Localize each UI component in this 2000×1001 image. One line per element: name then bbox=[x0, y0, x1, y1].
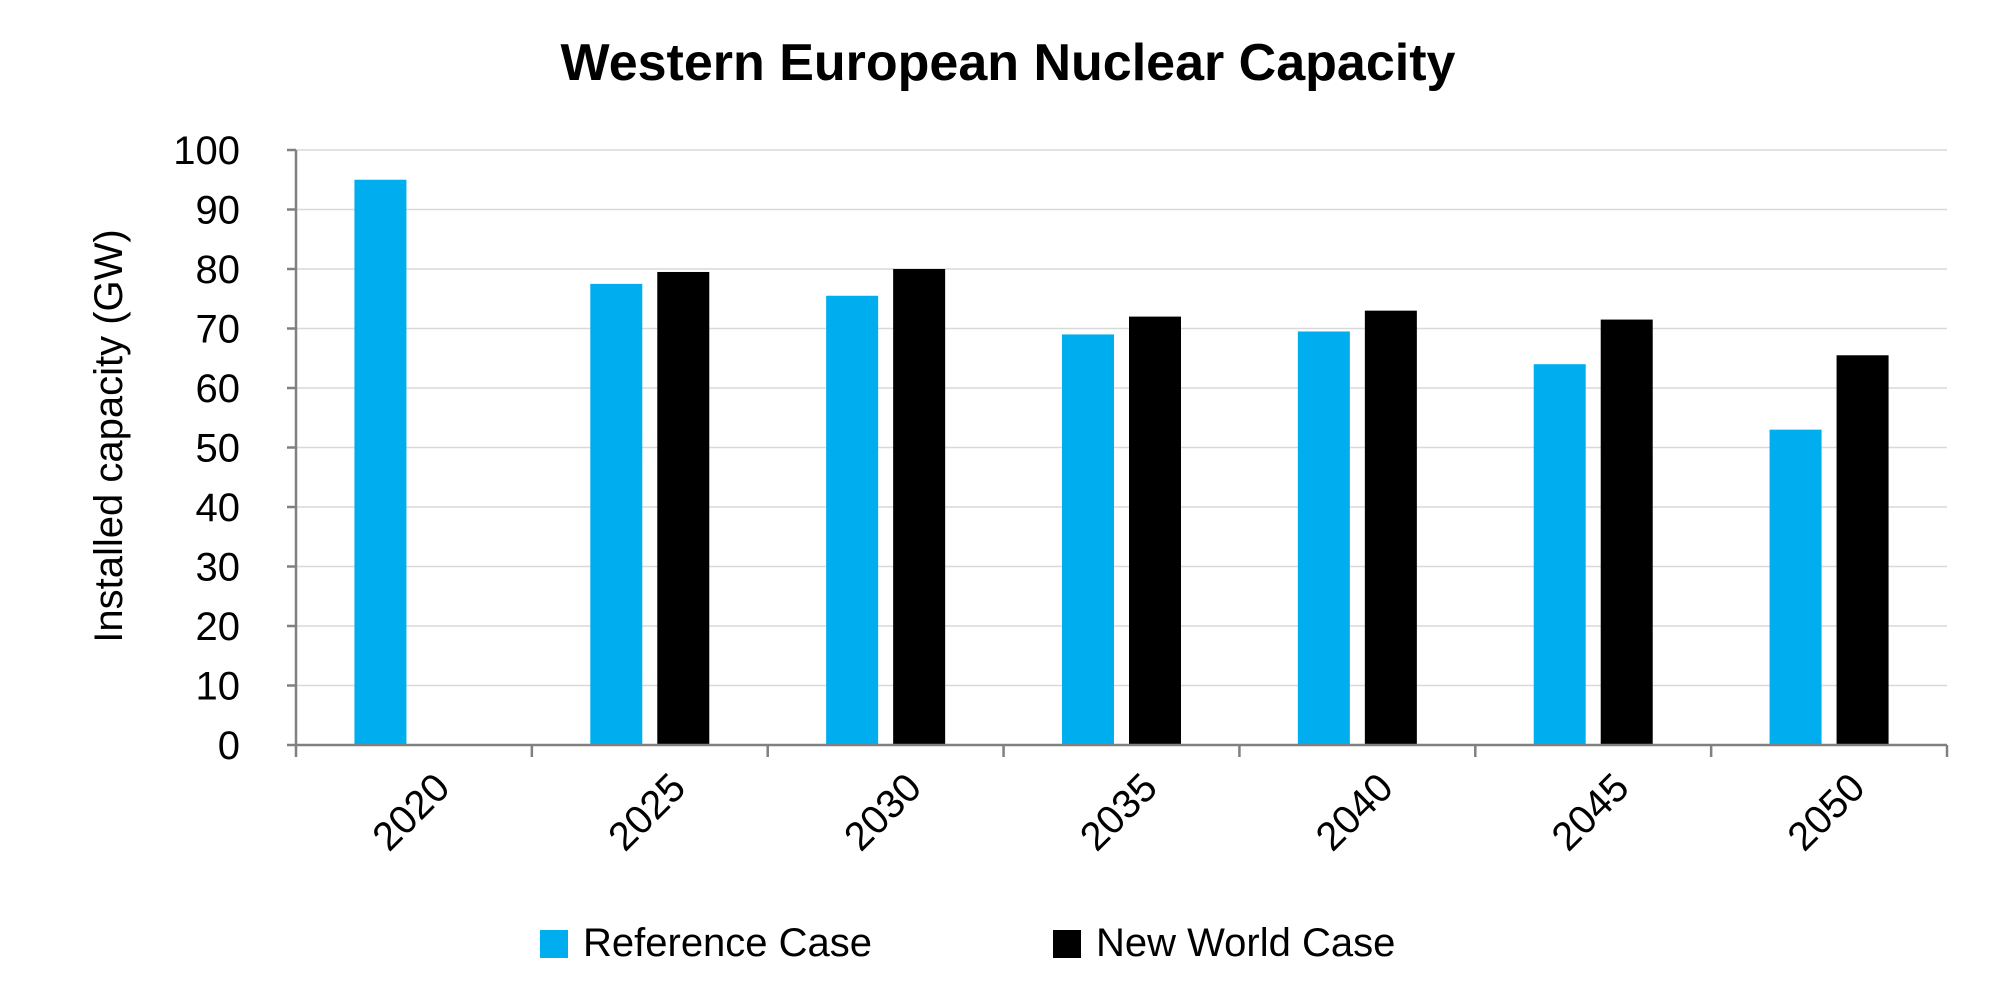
x-tick-label: 2045 bbox=[1544, 765, 1638, 859]
y-tick-labels: 0 10 20 30 40 50 60 70 80 90 100 bbox=[173, 129, 240, 768]
bar-reference-case-2025 bbox=[590, 283, 643, 745]
y-tick-label: 30 bbox=[196, 546, 241, 590]
legend-label-new-world-case: New World Case bbox=[1096, 921, 1395, 965]
y-tick-label: 0 bbox=[218, 724, 240, 768]
legend-swatch-reference-case bbox=[540, 930, 568, 958]
bar-new-world-case-2035 bbox=[1129, 316, 1181, 745]
legend-swatch-new-world-case bbox=[1053, 930, 1081, 958]
bar-reference-case-2020 bbox=[354, 179, 407, 745]
x-tick-label: 2025 bbox=[600, 765, 694, 859]
y-tick-label: 40 bbox=[196, 486, 241, 530]
bar-reference-case-2045 bbox=[1533, 364, 1586, 745]
y-tick-label: 20 bbox=[196, 605, 241, 649]
axes bbox=[287, 148, 1949, 757]
bar-new-world-case-2030 bbox=[893, 269, 946, 745]
x-tick-label: 2030 bbox=[836, 765, 930, 859]
bar-reference-case-2040 bbox=[1297, 331, 1350, 745]
y-tick-label: 80 bbox=[196, 248, 241, 292]
bar-reference-case-2030 bbox=[826, 295, 879, 745]
y-tick-label: 70 bbox=[196, 308, 241, 352]
legend-label-reference-case: Reference Case bbox=[583, 921, 872, 965]
gridlines bbox=[296, 149, 1947, 687]
y-tick-label: 90 bbox=[196, 189, 241, 233]
x-tick-label: 2040 bbox=[1308, 765, 1402, 859]
bar-new-world-case-2050 bbox=[1836, 355, 1889, 745]
y-tick-label: 10 bbox=[196, 665, 241, 709]
legend: Reference Case New World Case bbox=[540, 921, 1395, 965]
bar-new-world-case-2045 bbox=[1600, 319, 1653, 745]
x-tick-label: 2050 bbox=[1779, 765, 1873, 859]
y-tick-label: 60 bbox=[196, 367, 241, 411]
y-tick-label: 50 bbox=[196, 427, 241, 471]
chart-title: Western European Nuclear Capacity bbox=[561, 34, 1456, 92]
y-tick-label: 100 bbox=[173, 129, 240, 173]
bars bbox=[354, 179, 1889, 745]
bar-reference-case-2050 bbox=[1769, 429, 1822, 745]
x-tick-labels: 2020 2025 2030 2035 2040 2045 2050 bbox=[364, 765, 1873, 859]
x-tick-label: 2035 bbox=[1072, 765, 1166, 859]
x-tick-label: 2020 bbox=[364, 765, 458, 859]
bar-new-world-case-2040 bbox=[1364, 310, 1417, 745]
bar-new-world-case-2025 bbox=[657, 271, 710, 745]
y-axis-label: Installed capacity (GW) bbox=[87, 229, 131, 642]
bar-reference-case-2035 bbox=[1062, 334, 1114, 745]
